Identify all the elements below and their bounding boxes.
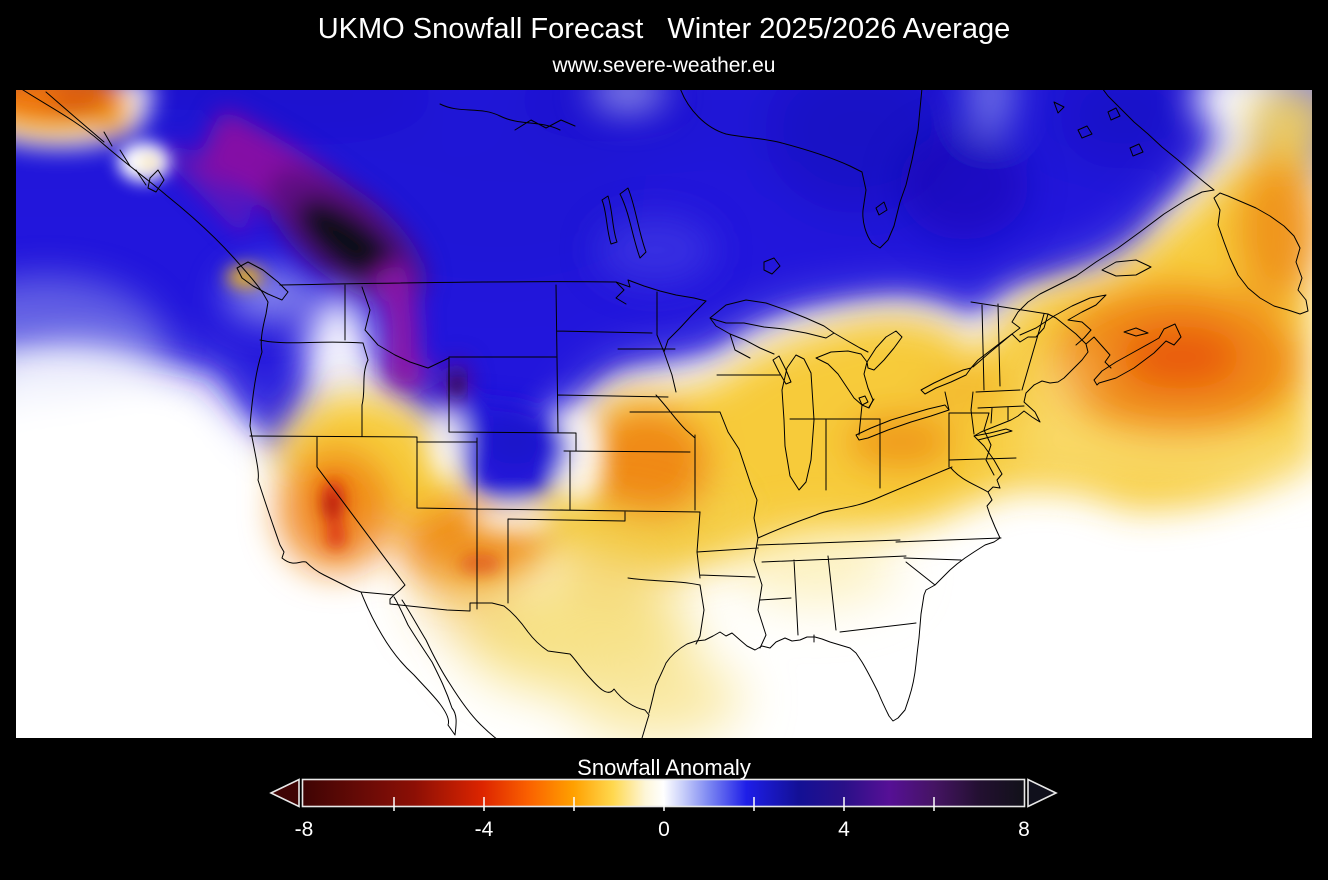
svg-text:8: 8 (1018, 818, 1030, 841)
svg-text:-4: -4 (475, 818, 494, 841)
svg-text:0: 0 (658, 818, 670, 841)
svg-text:-8: -8 (295, 818, 314, 841)
svg-text:4: 4 (838, 818, 850, 841)
